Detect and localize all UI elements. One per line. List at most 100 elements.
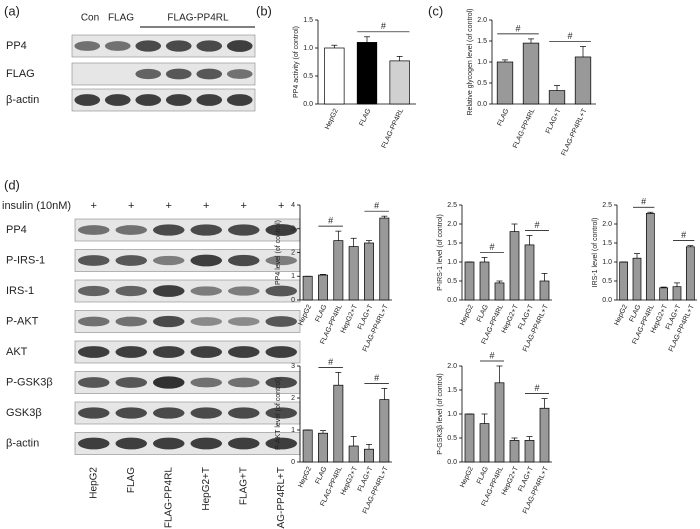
band: [228, 286, 260, 296]
y-tick-label: 0.5: [447, 278, 457, 285]
band: [228, 437, 260, 450]
x-tick-label: FLAG: [314, 466, 328, 486]
bar: [496, 61, 514, 105]
y-tick-label: 2.5: [447, 202, 457, 209]
band: [165, 94, 192, 106]
bar: [356, 42, 378, 105]
band: [153, 376, 185, 389]
bar: [479, 261, 490, 301]
bar: [672, 286, 682, 301]
band: [190, 317, 222, 326]
y-axis-label: Relative glycogen level (of control): [467, 9, 474, 116]
y-axis-label: PP4 level (of control): [275, 220, 282, 285]
x-tick-label: FLAG-PP4RL: [381, 108, 405, 150]
treatment-mark: +: [128, 200, 134, 212]
significance-mark: #: [489, 350, 494, 360]
band: [78, 346, 110, 358]
lane-label: FLAG: [108, 13, 134, 24]
bar: [364, 242, 374, 301]
band: [228, 317, 260, 326]
bar: [619, 261, 629, 301]
y-axis-label: IRS-1 level (of control): [592, 218, 599, 288]
band: [190, 254, 222, 267]
y-tick-label: 0.0: [447, 297, 457, 304]
band: [226, 40, 253, 52]
band: [78, 437, 110, 450]
x-tick-label: HepG2: [297, 466, 313, 489]
row-label: P-GSK3β: [6, 376, 53, 388]
y-tick-label: 2.0: [477, 17, 487, 24]
treatment-label: insulin (10nM): [2, 200, 71, 212]
significance-mark: #: [515, 23, 520, 33]
y-tick-label: 1: [291, 427, 295, 434]
significance-mark: #: [374, 373, 379, 383]
x-tick-label: HepG2: [459, 304, 475, 327]
bar: [539, 407, 550, 463]
band: [196, 94, 223, 106]
band: [115, 346, 147, 358]
band: [265, 346, 297, 358]
x-tick-label: HepG2: [324, 108, 340, 131]
band: [190, 286, 222, 296]
band: [104, 94, 131, 106]
bar: [494, 282, 505, 301]
band: [153, 346, 185, 358]
band: [190, 437, 222, 450]
y-tick-label: 0.5: [477, 80, 487, 87]
lane-label: HepG2+T: [201, 467, 212, 511]
y-tick-label: 1.5: [447, 387, 457, 394]
bar: [389, 60, 410, 105]
y-axis-label: P-AKT level (of control): [275, 378, 282, 450]
y-tick-label: 2.0: [447, 363, 457, 370]
y-tick-label: 0.0: [447, 459, 457, 466]
band: [74, 94, 101, 106]
y-tick-label: 0.5: [602, 278, 612, 285]
bar: [632, 257, 642, 301]
band: [78, 377, 110, 388]
band: [115, 255, 147, 266]
treatment-mark: +: [91, 200, 97, 212]
row-label: P-AKT: [6, 315, 39, 327]
band: [228, 346, 260, 358]
bar: [302, 429, 313, 463]
bar: [324, 47, 345, 105]
band: [153, 437, 185, 450]
band: [265, 437, 297, 450]
x-tick-label: FLAG: [496, 108, 510, 128]
y-tick-label: 1.5: [303, 17, 313, 24]
y-tick-label: 1.0: [447, 411, 457, 418]
lane-label: FLAG-PP4RL+T: [276, 467, 287, 529]
band: [115, 407, 147, 419]
x-tick-label: HepG2: [459, 466, 475, 489]
band: [78, 225, 110, 235]
band: [228, 254, 260, 267]
y-tick-label: 0: [291, 459, 295, 466]
band: [265, 285, 297, 297]
row-label: IRS-1: [6, 285, 34, 297]
significance-mark: #: [381, 21, 386, 31]
y-axis-label: P-GSK3β level (of control): [437, 373, 444, 454]
bar: [379, 399, 390, 463]
y-tick-label: 0.0: [303, 101, 313, 108]
bar: [479, 423, 490, 463]
y-axis-label: P-IRS-1 level (of control): [437, 214, 444, 291]
band: [190, 377, 222, 388]
x-tick-label: FLAG-PP4RL+T: [561, 107, 589, 157]
bar: [509, 440, 520, 463]
y-tick-label: 1.5: [477, 38, 487, 45]
y-tick-label: 4: [291, 202, 295, 209]
band: [265, 407, 297, 419]
lane-label: FLAG-PP4RL: [167, 13, 229, 24]
band: [115, 285, 147, 297]
row-label: GSK3β: [6, 407, 42, 419]
bar: [302, 275, 313, 301]
bar: [333, 384, 344, 463]
lane-label: FLAG+T: [238, 467, 249, 505]
band: [78, 316, 110, 327]
significance-mark: #: [374, 201, 379, 211]
y-tick-label: 1.0: [477, 59, 487, 66]
band: [135, 94, 162, 106]
band: [228, 377, 260, 388]
band: [228, 224, 260, 236]
band: [226, 94, 253, 106]
